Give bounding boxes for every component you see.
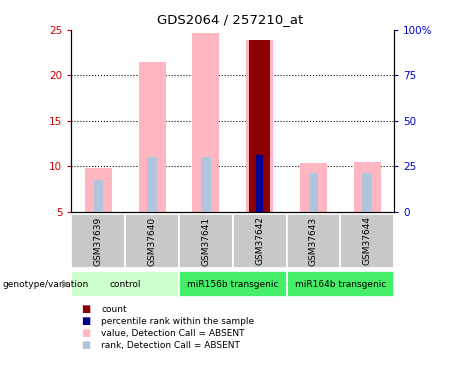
Bar xyxy=(309,173,318,212)
Text: miR164b transgenic: miR164b transgenic xyxy=(295,280,386,289)
Bar xyxy=(148,158,157,212)
Bar xyxy=(340,214,394,268)
Text: ■: ■ xyxy=(81,328,90,338)
Bar xyxy=(287,214,340,268)
Text: ■: ■ xyxy=(81,340,90,350)
Text: GSM37641: GSM37641 xyxy=(201,216,210,266)
Text: genotype/variation: genotype/variation xyxy=(2,280,89,289)
Bar xyxy=(354,162,381,212)
Text: miR156b transgenic: miR156b transgenic xyxy=(187,280,278,289)
Bar xyxy=(249,40,270,212)
Bar xyxy=(256,156,263,212)
Bar xyxy=(362,173,372,212)
Text: GSM37640: GSM37640 xyxy=(148,216,157,266)
Bar xyxy=(246,40,273,212)
Bar xyxy=(255,156,265,212)
Text: ▶: ▶ xyxy=(62,279,70,289)
Bar xyxy=(85,168,112,212)
Text: percentile rank within the sample: percentile rank within the sample xyxy=(101,317,254,326)
Text: GSM37642: GSM37642 xyxy=(255,216,264,266)
Bar xyxy=(71,214,125,268)
Bar xyxy=(94,180,103,212)
Bar xyxy=(193,33,219,212)
Bar xyxy=(300,163,327,212)
Text: count: count xyxy=(101,305,127,314)
Text: control: control xyxy=(110,280,141,289)
Text: GSM37639: GSM37639 xyxy=(94,216,103,266)
Bar xyxy=(179,271,287,297)
Bar xyxy=(233,214,287,268)
Bar xyxy=(125,214,179,268)
Text: value, Detection Call = ABSENT: value, Detection Call = ABSENT xyxy=(101,329,245,338)
Text: GDS2064 / 257210_at: GDS2064 / 257210_at xyxy=(157,13,304,26)
Text: ■: ■ xyxy=(81,316,90,326)
Text: GSM37643: GSM37643 xyxy=(309,216,318,266)
Text: ■: ■ xyxy=(81,304,90,314)
Text: GSM37644: GSM37644 xyxy=(363,216,372,266)
Bar xyxy=(179,214,233,268)
Bar xyxy=(71,271,179,297)
Bar xyxy=(201,158,211,212)
Bar xyxy=(287,271,394,297)
Bar xyxy=(139,62,165,212)
Text: rank, Detection Call = ABSENT: rank, Detection Call = ABSENT xyxy=(101,341,240,350)
